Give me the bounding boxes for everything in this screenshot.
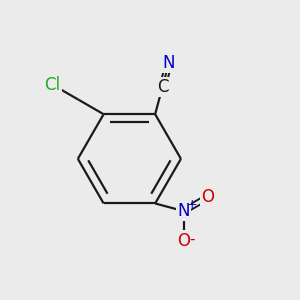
Text: C: C xyxy=(157,78,168,96)
Text: O: O xyxy=(177,232,190,250)
Text: Cl: Cl xyxy=(45,76,61,94)
Text: N: N xyxy=(177,202,190,220)
Text: +: + xyxy=(187,198,198,211)
Text: O: O xyxy=(201,188,214,206)
Text: N: N xyxy=(163,54,175,72)
Text: -: - xyxy=(190,232,195,247)
